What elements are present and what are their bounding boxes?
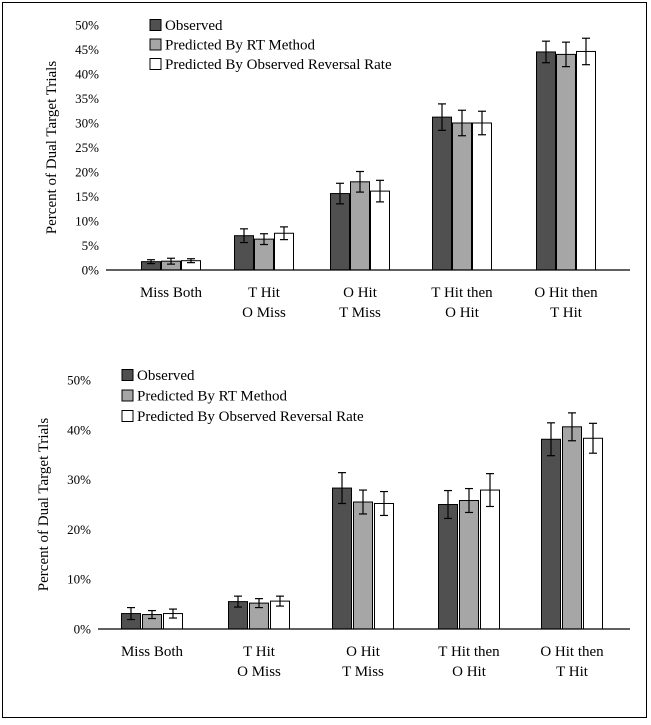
figure-frame: 0% 5% 10% 15% 20% 25% 30% 35% 40% 45% 50% Percent o… [2, 2, 647, 718]
y-tick-label: 40% [67, 422, 91, 437]
y-tick-label: 25% [75, 140, 99, 155]
y-axis-label: Percent of Dual Target Trials [44, 61, 60, 235]
x-tick-label: T Hit then [431, 285, 493, 301]
y-tick-label: 50% [67, 373, 91, 388]
y-tick-label: 20% [67, 522, 91, 537]
legend-swatch-reversal [121, 410, 134, 422]
bar-rt [556, 53, 576, 271]
y-tick-label: 20% [75, 165, 99, 180]
bar-rt [459, 500, 479, 630]
y-tick-label: 40% [75, 67, 99, 82]
x-tick-label: O Hit [445, 305, 480, 321]
y-tick-label: 15% [75, 189, 99, 204]
x-tick-label: T Miss [339, 305, 381, 321]
bar-observed [330, 193, 350, 271]
chart-figure: 0% 5% 10% 15% 20% 25% 30% 35% 40% 45% 50% Percent o… [36, 18, 630, 680]
y-tick-label: 35% [75, 91, 99, 106]
bar-observed [541, 438, 561, 630]
x-tick-label: T Miss [342, 664, 384, 680]
bar-reversal [472, 122, 492, 271]
legend-label: Observed [137, 368, 195, 384]
bar-observed [332, 487, 352, 630]
bar-observed [536, 51, 556, 271]
y-tick-label: 0% [74, 622, 92, 637]
chart-2: 0% 10% 20% 30% 40% 50% Percent of Dual Target … [36, 368, 630, 680]
legend-swatch-rt [121, 389, 134, 402]
bar-observed [432, 116, 452, 271]
legend-label: Predicted By Observed Reversal Rate [137, 409, 364, 425]
y-tick-label: 45% [75, 42, 99, 57]
bar-rt [562, 426, 582, 630]
y-tick-label: 30% [75, 116, 99, 131]
bar-reversal [370, 190, 390, 271]
x-tick-label: O Miss [242, 305, 286, 321]
y-axis-label: Percent of Dual Target Trials [36, 418, 52, 592]
legend-swatch-observed [149, 19, 162, 31]
x-tick-label: O Hit [452, 664, 487, 680]
x-tick-label: O Hit [343, 285, 378, 301]
x-tick-label: O Hit then [534, 285, 598, 301]
y-tick-label: 10% [67, 572, 91, 587]
x-tick-label: T Hit [556, 664, 589, 680]
bar-reversal [480, 489, 500, 630]
y-tick-label: 0% [82, 263, 100, 278]
bar-reversal [374, 503, 394, 630]
bar-observed [438, 504, 458, 630]
y-tick-label: 10% [75, 214, 99, 229]
x-tick-label: O Hit [346, 644, 381, 660]
x-tick-label: T Hit [550, 305, 583, 321]
x-tick-label: T Hit then [438, 644, 500, 660]
x-tick-label: T Hit [248, 285, 281, 301]
y-tick-label: 5% [82, 238, 100, 253]
x-tick-label: O Miss [237, 664, 281, 680]
legend-label: Predicted By RT Method [137, 389, 288, 405]
legend-label: Observed [165, 18, 223, 34]
x-tick-label: Miss Both [140, 285, 203, 301]
bar-rt [350, 181, 370, 271]
x-tick-label: T Hit [243, 644, 276, 660]
bar-reversal [583, 437, 603, 630]
chart-1: 0% 5% 10% 15% 20% 25% 30% 35% 40% 45% 50% Percent o… [44, 18, 630, 321]
legend-label: Predicted By Observed Reversal Rate [165, 57, 392, 73]
y-tick-label: 50% [75, 18, 99, 33]
bar-rt [353, 501, 373, 630]
y-tick-label: 30% [67, 472, 91, 487]
bar-rt [452, 122, 472, 271]
legend-swatch-rt [149, 38, 162, 51]
bar-reversal [576, 50, 596, 271]
legend-swatch-reversal [149, 58, 162, 70]
x-tick-label: O Hit then [540, 644, 604, 660]
legend-swatch-observed [121, 369, 134, 381]
legend-label: Predicted By RT Method [165, 38, 316, 54]
x-tick-label: Miss Both [121, 644, 184, 660]
